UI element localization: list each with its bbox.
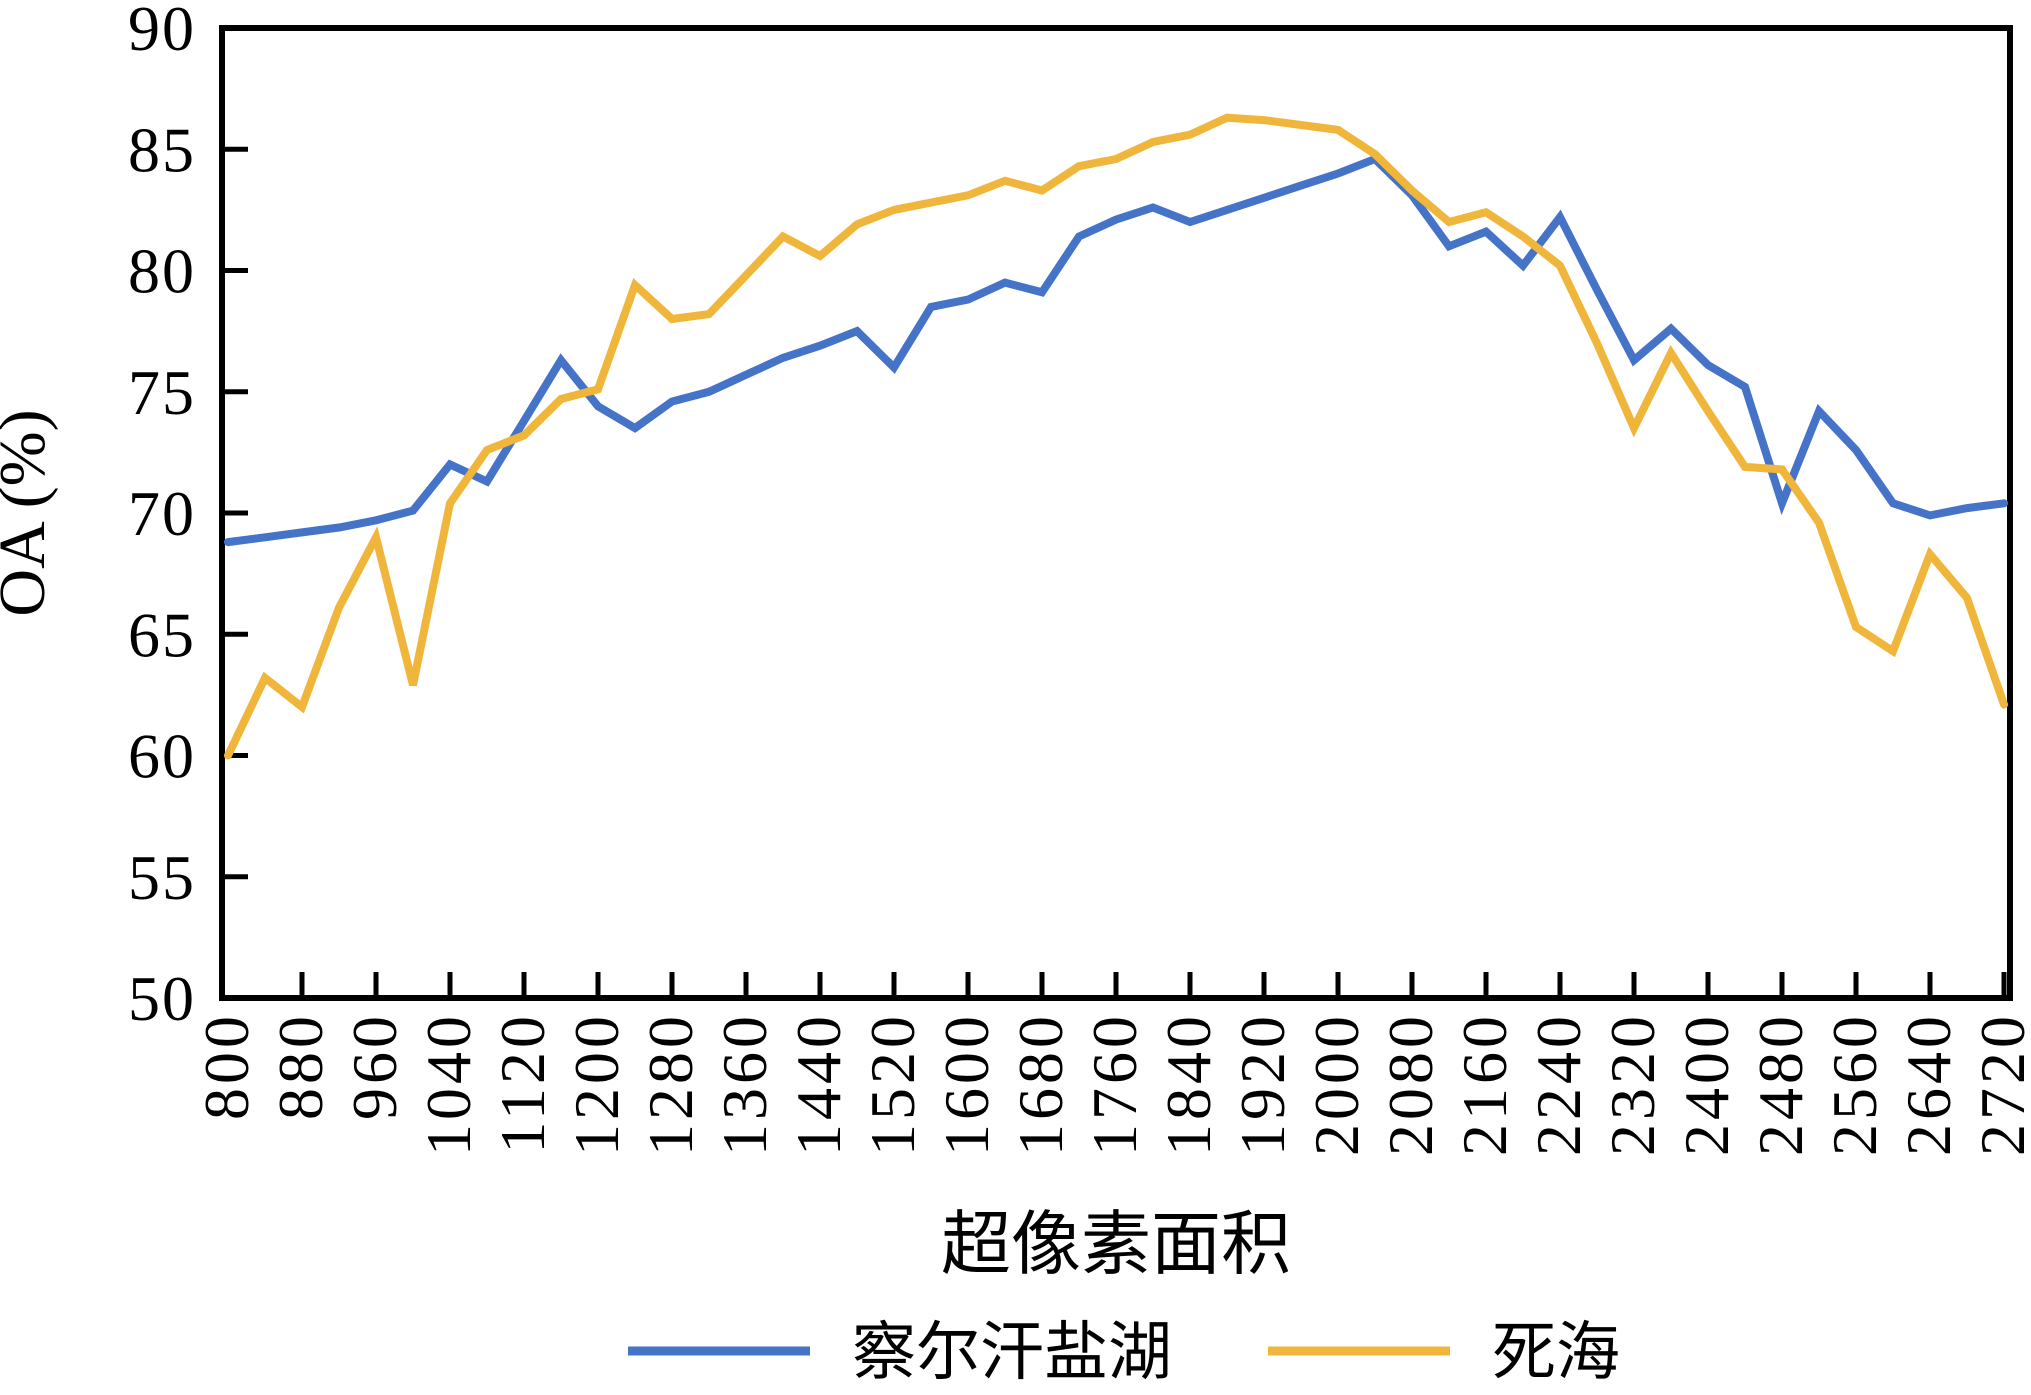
x-tick-label: 2400 <box>1671 1012 1742 1156</box>
x-tick-label: 1040 <box>413 1012 484 1156</box>
x-tick-label: 1680 <box>1005 1012 1076 1156</box>
x-tick-label: 1760 <box>1079 1012 1150 1156</box>
y-tick-label: 50 <box>128 963 196 1034</box>
x-tick-label: 1120 <box>487 1012 558 1154</box>
x-tick-label: 1280 <box>635 1012 706 1156</box>
series-line-1 <box>224 113 2008 760</box>
x-tick-label: 1520 <box>857 1012 928 1156</box>
x-tick-label: 1200 <box>561 1012 632 1156</box>
legend: 察尔汗盐湖 死海 <box>628 1317 1620 1388</box>
x-tick-label: 1360 <box>709 1012 780 1156</box>
y-tick-label: 90 <box>128 0 196 64</box>
x-tick-label: 2080 <box>1375 1012 1446 1156</box>
legend-label-qarhan: 察尔汗盐湖 <box>852 1317 1172 1388</box>
x-tick-label: 2560 <box>1819 1012 1890 1156</box>
y-tick-label: 65 <box>128 599 196 670</box>
y-tick-label: 80 <box>128 236 196 307</box>
y-tick-label: 75 <box>128 357 196 428</box>
series-line-0 <box>224 154 2008 547</box>
x-tick-label: 880 <box>265 1012 336 1120</box>
y-tick-label: 55 <box>128 842 196 913</box>
x-tick-label: 2240 <box>1523 1012 1594 1156</box>
plot-border <box>219 25 2013 1001</box>
x-axis-title: 超像素面积 <box>941 1207 1291 1284</box>
x-tick-label: 2320 <box>1597 1012 1668 1156</box>
legend-label-deadsea: 死海 <box>1492 1317 1620 1388</box>
y-tick-label: 70 <box>128 478 196 549</box>
x-tick-label: 2160 <box>1449 1012 1520 1156</box>
y-tick-label: 85 <box>128 114 196 185</box>
y-tick-label: 60 <box>128 721 196 792</box>
x-tick-label: 1840 <box>1153 1012 1224 1156</box>
y-axis-title: OA (%) <box>0 409 59 616</box>
x-tick-label: 2720 <box>1967 1012 2031 1156</box>
x-tick-label: 1600 <box>931 1012 1002 1156</box>
x-tick-label: 960 <box>339 1012 410 1120</box>
x-tick-label: 1440 <box>783 1012 854 1156</box>
x-tick-label: 800 <box>191 1012 262 1120</box>
x-tick-label: 2640 <box>1893 1012 1964 1156</box>
x-tick-label: 2000 <box>1301 1012 1372 1156</box>
x-tick-label: 1920 <box>1227 1012 1298 1156</box>
x-tick-label: 2480 <box>1745 1012 1816 1156</box>
